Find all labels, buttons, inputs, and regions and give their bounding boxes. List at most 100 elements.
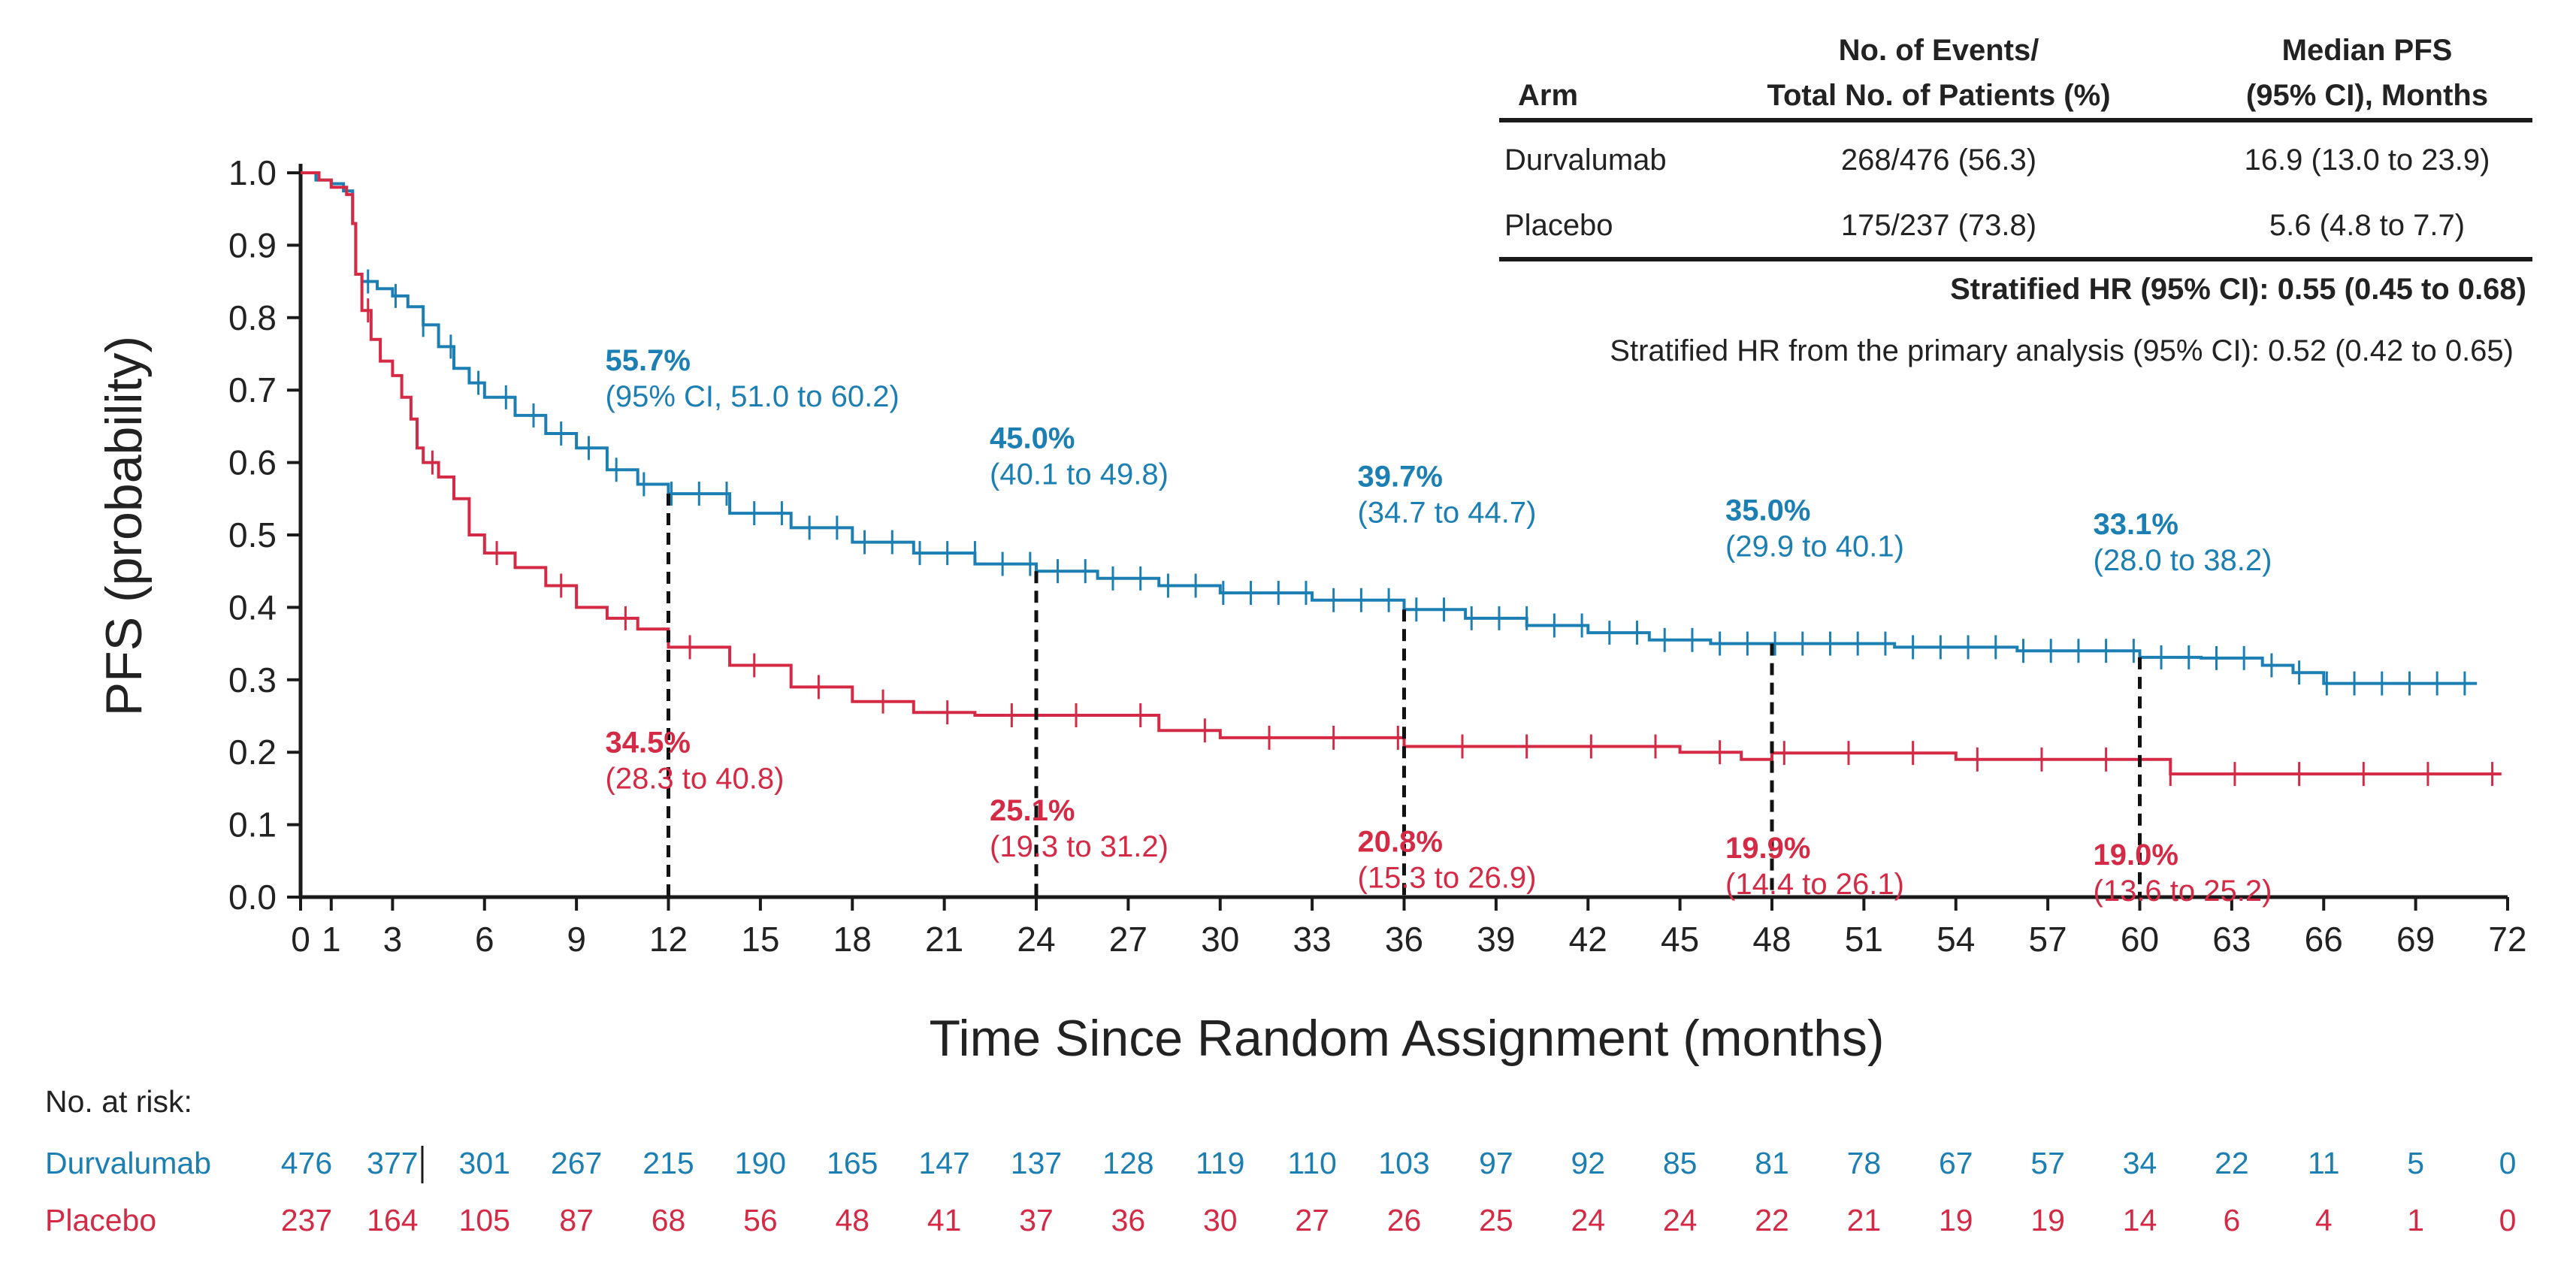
durvalumab-series-line <box>301 171 2478 685</box>
annotation-ci: (14.4 to 26.1) <box>1725 868 1904 901</box>
at-risk-value: 110 <box>1287 1146 1336 1180</box>
table-header-events-2: Total No. of Patients (%) <box>1767 79 2110 112</box>
annotation-ci: (95% CI, 51.0 to 60.2) <box>606 380 899 413</box>
at-risk-value: 36 <box>1111 1203 1146 1237</box>
annotation-value: 35.0% <box>1725 494 1810 527</box>
placebo-series-line <box>301 171 2502 776</box>
x-tick-label: 3 <box>383 920 403 959</box>
y-tick-label: 0.4 <box>228 588 277 627</box>
annotation-ci: (13.6 to 25.2) <box>2094 875 2272 908</box>
table-row-durvalumab-events: 268/476 (56.3) <box>1841 144 2036 177</box>
table-row-placebo-arm: Placebo <box>1504 209 1613 242</box>
at-risk-value: 24 <box>1571 1203 1605 1237</box>
x-tick-label: 27 <box>1109 920 1147 959</box>
at-risk-value: 237 <box>281 1203 332 1237</box>
x-tick-label: 21 <box>925 920 963 959</box>
x-tick-label: 36 <box>1385 920 1423 959</box>
y-tick-label: 0.9 <box>228 225 277 264</box>
x-tick-label: 1 <box>322 920 341 959</box>
at-risk-value: 48 <box>835 1203 869 1237</box>
at-risk-value: 87 <box>559 1203 594 1237</box>
annotation-value: 33.1% <box>2094 508 2178 541</box>
at-risk-value: 22 <box>2215 1146 2249 1180</box>
at-risk-value: 14 <box>2123 1203 2157 1237</box>
annotation-value: 19.9% <box>1725 832 1810 865</box>
y-tick-label: 0.2 <box>228 733 277 772</box>
at-risk-value: 0 <box>2499 1146 2517 1180</box>
y-tick-label: 0.8 <box>228 298 277 337</box>
at-risk-value: 103 <box>1378 1146 1429 1180</box>
at-risk-value: 5 <box>2407 1146 2424 1180</box>
x-tick-label: 18 <box>833 920 872 959</box>
at-risk-value: 147 <box>918 1146 969 1180</box>
x-tick-label: 15 <box>741 920 779 959</box>
y-tick-label: 0.1 <box>228 805 277 845</box>
x-tick-label: 30 <box>1201 920 1239 959</box>
at-risk-value: 68 <box>652 1203 686 1237</box>
x-tick-label: 39 <box>1477 920 1515 959</box>
at-risk-value: 26 <box>1387 1203 1422 1237</box>
stratified-hr: Stratified HR (95% CI): 0.55 (0.45 to 0.… <box>1950 273 2526 306</box>
at-risk-value: 37 <box>1019 1203 1054 1237</box>
at-risk-placebo-label: Placebo <box>45 1203 156 1237</box>
annotation-ci: (28.0 to 38.2) <box>2094 544 2272 577</box>
at-risk-value: 57 <box>2030 1146 2065 1180</box>
x-tick-label: 51 <box>1845 920 1883 959</box>
annotation-value: 19.0% <box>2094 838 2178 872</box>
at-risk-value: 6 <box>2223 1203 2240 1237</box>
x-tick-label: 0 <box>291 920 310 959</box>
at-risk-value: 67 <box>1939 1146 1973 1180</box>
y-tick-label: 0.0 <box>228 878 277 917</box>
at-risk-value: 21 <box>1847 1203 1882 1237</box>
x-tick-label: 9 <box>567 920 586 959</box>
at-risk-value: 0 <box>2499 1203 2517 1237</box>
at-risk-value: 137 <box>1011 1146 1062 1180</box>
at-risk-value: 1 <box>2407 1203 2424 1237</box>
at-risk-value: 56 <box>743 1203 778 1237</box>
x-tick-label: 24 <box>1017 920 1055 959</box>
annotation-value: 45.0% <box>990 421 1075 455</box>
annotation-ci: (15.3 to 26.9) <box>1358 861 1537 894</box>
at-risk-value: 24 <box>1663 1203 1698 1237</box>
at-risk-value: 215 <box>642 1146 694 1180</box>
at-risk-value: 301 <box>459 1146 510 1180</box>
annotation-ci: (34.7 to 44.7) <box>1358 496 1537 529</box>
y-tick-label: 0.7 <box>228 370 277 409</box>
at-risk-value: 25 <box>1479 1203 1513 1237</box>
x-tick-label: 12 <box>649 920 688 959</box>
at-risk-value: 22 <box>1755 1203 1789 1237</box>
at-risk-value: 19 <box>2030 1203 2065 1237</box>
y-tick-label: 0.3 <box>228 660 277 699</box>
at-risk-value: 119 <box>1196 1146 1244 1180</box>
annotation-value: 25.1% <box>990 794 1075 827</box>
annotation-value: 39.7% <box>1358 460 1443 493</box>
at-risk-value: 128 <box>1102 1146 1153 1180</box>
x-axis-label: Time Since Random Assignment (months) <box>929 1010 1884 1067</box>
at-risk-value: 267 <box>551 1146 602 1180</box>
at-risk-value: 27 <box>1295 1203 1329 1237</box>
y-tick-label: 0.5 <box>228 515 277 554</box>
at-risk-value: 41 <box>927 1203 962 1237</box>
primary-analysis-hr: Stratified HR from the primary analysis … <box>1610 334 2514 367</box>
at-risk-title: No. at risk: <box>45 1084 192 1119</box>
x-tick-label: 57 <box>2029 920 2067 959</box>
x-tick-label: 6 <box>475 920 494 959</box>
at-risk-value: 377 <box>367 1146 418 1180</box>
table-row-durvalumab-arm: Durvalumab <box>1504 144 1667 177</box>
table-row-placebo-median: 5.6 (4.8 to 7.7) <box>2269 209 2465 242</box>
at-risk-value: 11 <box>2308 1146 2340 1180</box>
annotation-value: 34.5% <box>606 726 691 759</box>
y-tick-label: 1.0 <box>228 153 277 192</box>
table-header-events-1: No. of Events/ <box>1839 34 2039 67</box>
axes: 0.00.10.20.30.40.50.60.70.80.91.00 1 3 6 9 12… <box>228 153 2527 959</box>
x-tick-label: 72 <box>2488 920 2526 959</box>
landmark-annotations: 55.7%(95% CI, 51.0 to 60.2) 45.0%(40.1 to… <box>606 344 2272 908</box>
x-tick-label: 60 <box>2121 920 2159 959</box>
annotation-ci: (28.3 to 40.8) <box>606 762 785 795</box>
at-risk-value: 190 <box>735 1146 786 1180</box>
table-row-placebo-events: 175/237 (73.8) <box>1841 209 2036 242</box>
table-header-arm: Arm <box>1518 79 1578 112</box>
x-tick-label: 54 <box>1937 920 1975 959</box>
